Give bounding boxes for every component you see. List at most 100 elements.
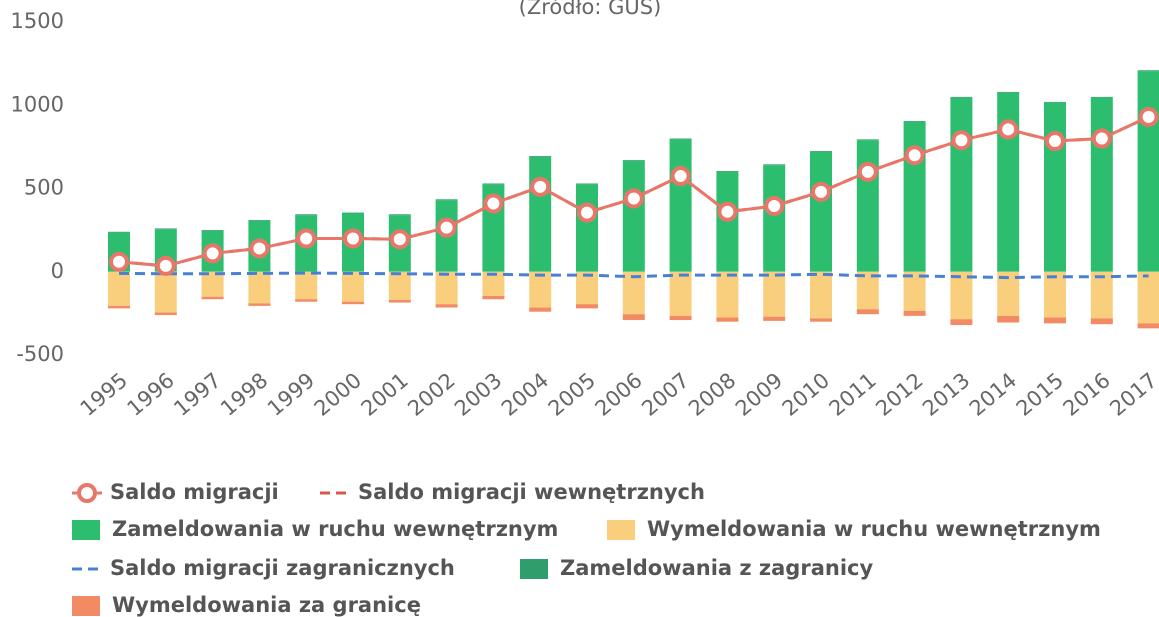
x-tick-label: 2014 <box>965 368 1021 421</box>
bar <box>903 121 926 272</box>
bar <box>154 312 177 316</box>
legend-swatch <box>72 596 100 616</box>
x-tick-label: 2016 <box>1058 368 1114 421</box>
bar <box>1137 271 1159 324</box>
x-tick-label: 2002 <box>403 368 459 421</box>
bar <box>108 305 130 309</box>
bar <box>669 271 692 316</box>
legend-swatch <box>520 559 548 579</box>
x-tick-label: 1998 <box>216 368 272 421</box>
bar <box>576 304 598 309</box>
line-marker <box>530 176 551 197</box>
y-tick-label: 1500 <box>11 9 64 33</box>
bar <box>950 319 973 326</box>
bar <box>810 151 832 152</box>
bar <box>622 314 645 321</box>
bar <box>201 230 224 231</box>
x-tick-label: 2005 <box>544 368 600 421</box>
line-marker <box>577 202 597 223</box>
bar <box>950 96 973 98</box>
bar <box>856 140 879 272</box>
legend-swatch <box>72 520 100 540</box>
bar <box>810 271 832 319</box>
bar <box>856 139 879 141</box>
x-tick-label: 2011 <box>824 368 880 421</box>
x-tick-label: 1999 <box>263 368 319 421</box>
x-tick-label: 2012 <box>871 368 927 421</box>
bar <box>669 315 692 321</box>
x-tick-label: 2008 <box>684 368 740 421</box>
bar <box>154 228 177 230</box>
bar <box>576 271 598 305</box>
bar <box>576 183 598 185</box>
line-marker <box>998 119 1019 140</box>
legend-label: Wymeldowania w ruchu wewnętrznym <box>647 517 1101 541</box>
bar <box>763 165 786 272</box>
line-marker <box>904 145 925 166</box>
bar <box>1044 317 1066 324</box>
bar <box>950 97 973 272</box>
bar <box>576 184 598 272</box>
bar <box>763 316 786 321</box>
x-tick-label: 2003 <box>450 368 506 421</box>
bar <box>342 271 364 302</box>
line-marker <box>1138 106 1159 127</box>
x-tick-label: 2009 <box>731 368 787 421</box>
bar <box>1137 71 1159 272</box>
legend-label: Wymeldowania za granicę <box>112 593 421 617</box>
line <box>118 271 1149 280</box>
legend-label: Saldo migracji zagranicznych <box>110 556 455 580</box>
bar <box>529 271 552 308</box>
line-marker <box>296 228 317 249</box>
bar <box>856 271 879 310</box>
line-marker <box>1091 128 1112 149</box>
bar <box>248 303 271 306</box>
bar <box>342 212 364 214</box>
bar <box>763 164 786 166</box>
line-marker <box>811 181 831 202</box>
bar <box>108 271 130 306</box>
bar <box>997 91 1020 93</box>
chart-subtitle: (Źródło: GUS) <box>519 0 662 19</box>
y-tick-label: 0 <box>51 259 64 283</box>
bar <box>716 171 739 172</box>
bar <box>622 160 645 162</box>
line-marker <box>717 201 738 222</box>
bar <box>388 271 411 301</box>
bar <box>435 199 458 201</box>
bar <box>388 300 411 303</box>
bar <box>903 271 926 311</box>
y-tick-label: 500 <box>24 176 64 200</box>
x-tick-label: 2001 <box>356 368 412 421</box>
x-tick-label: 2004 <box>497 368 553 421</box>
bar <box>716 271 739 318</box>
legend-label: Saldo migracji wewnętrznych <box>358 480 705 504</box>
line-marker <box>951 130 972 151</box>
legend-swatch <box>77 483 97 503</box>
x-tick-label: 2013 <box>918 368 974 421</box>
bar <box>1090 96 1113 98</box>
bar <box>997 315 1020 323</box>
bar <box>388 214 411 216</box>
bar <box>482 295 505 300</box>
line-marker <box>670 166 691 187</box>
x-tick-label: 1995 <box>76 368 132 421</box>
bar <box>997 271 1020 316</box>
x-tick-label: 2017 <box>1105 368 1159 421</box>
bar <box>201 296 224 300</box>
line-marker <box>483 193 504 214</box>
bar <box>903 121 926 122</box>
bar <box>669 139 692 272</box>
bar <box>716 317 739 322</box>
bar <box>950 271 973 320</box>
bar <box>1090 271 1113 319</box>
bar <box>482 183 505 185</box>
bar <box>810 318 832 322</box>
bar <box>248 220 271 221</box>
x-tick-label: 2007 <box>637 368 693 421</box>
bar <box>154 271 177 313</box>
bar <box>1090 97 1113 272</box>
line-marker <box>764 195 785 216</box>
line-marker <box>109 251 129 272</box>
x-tick-label: 1996 <box>122 368 178 421</box>
